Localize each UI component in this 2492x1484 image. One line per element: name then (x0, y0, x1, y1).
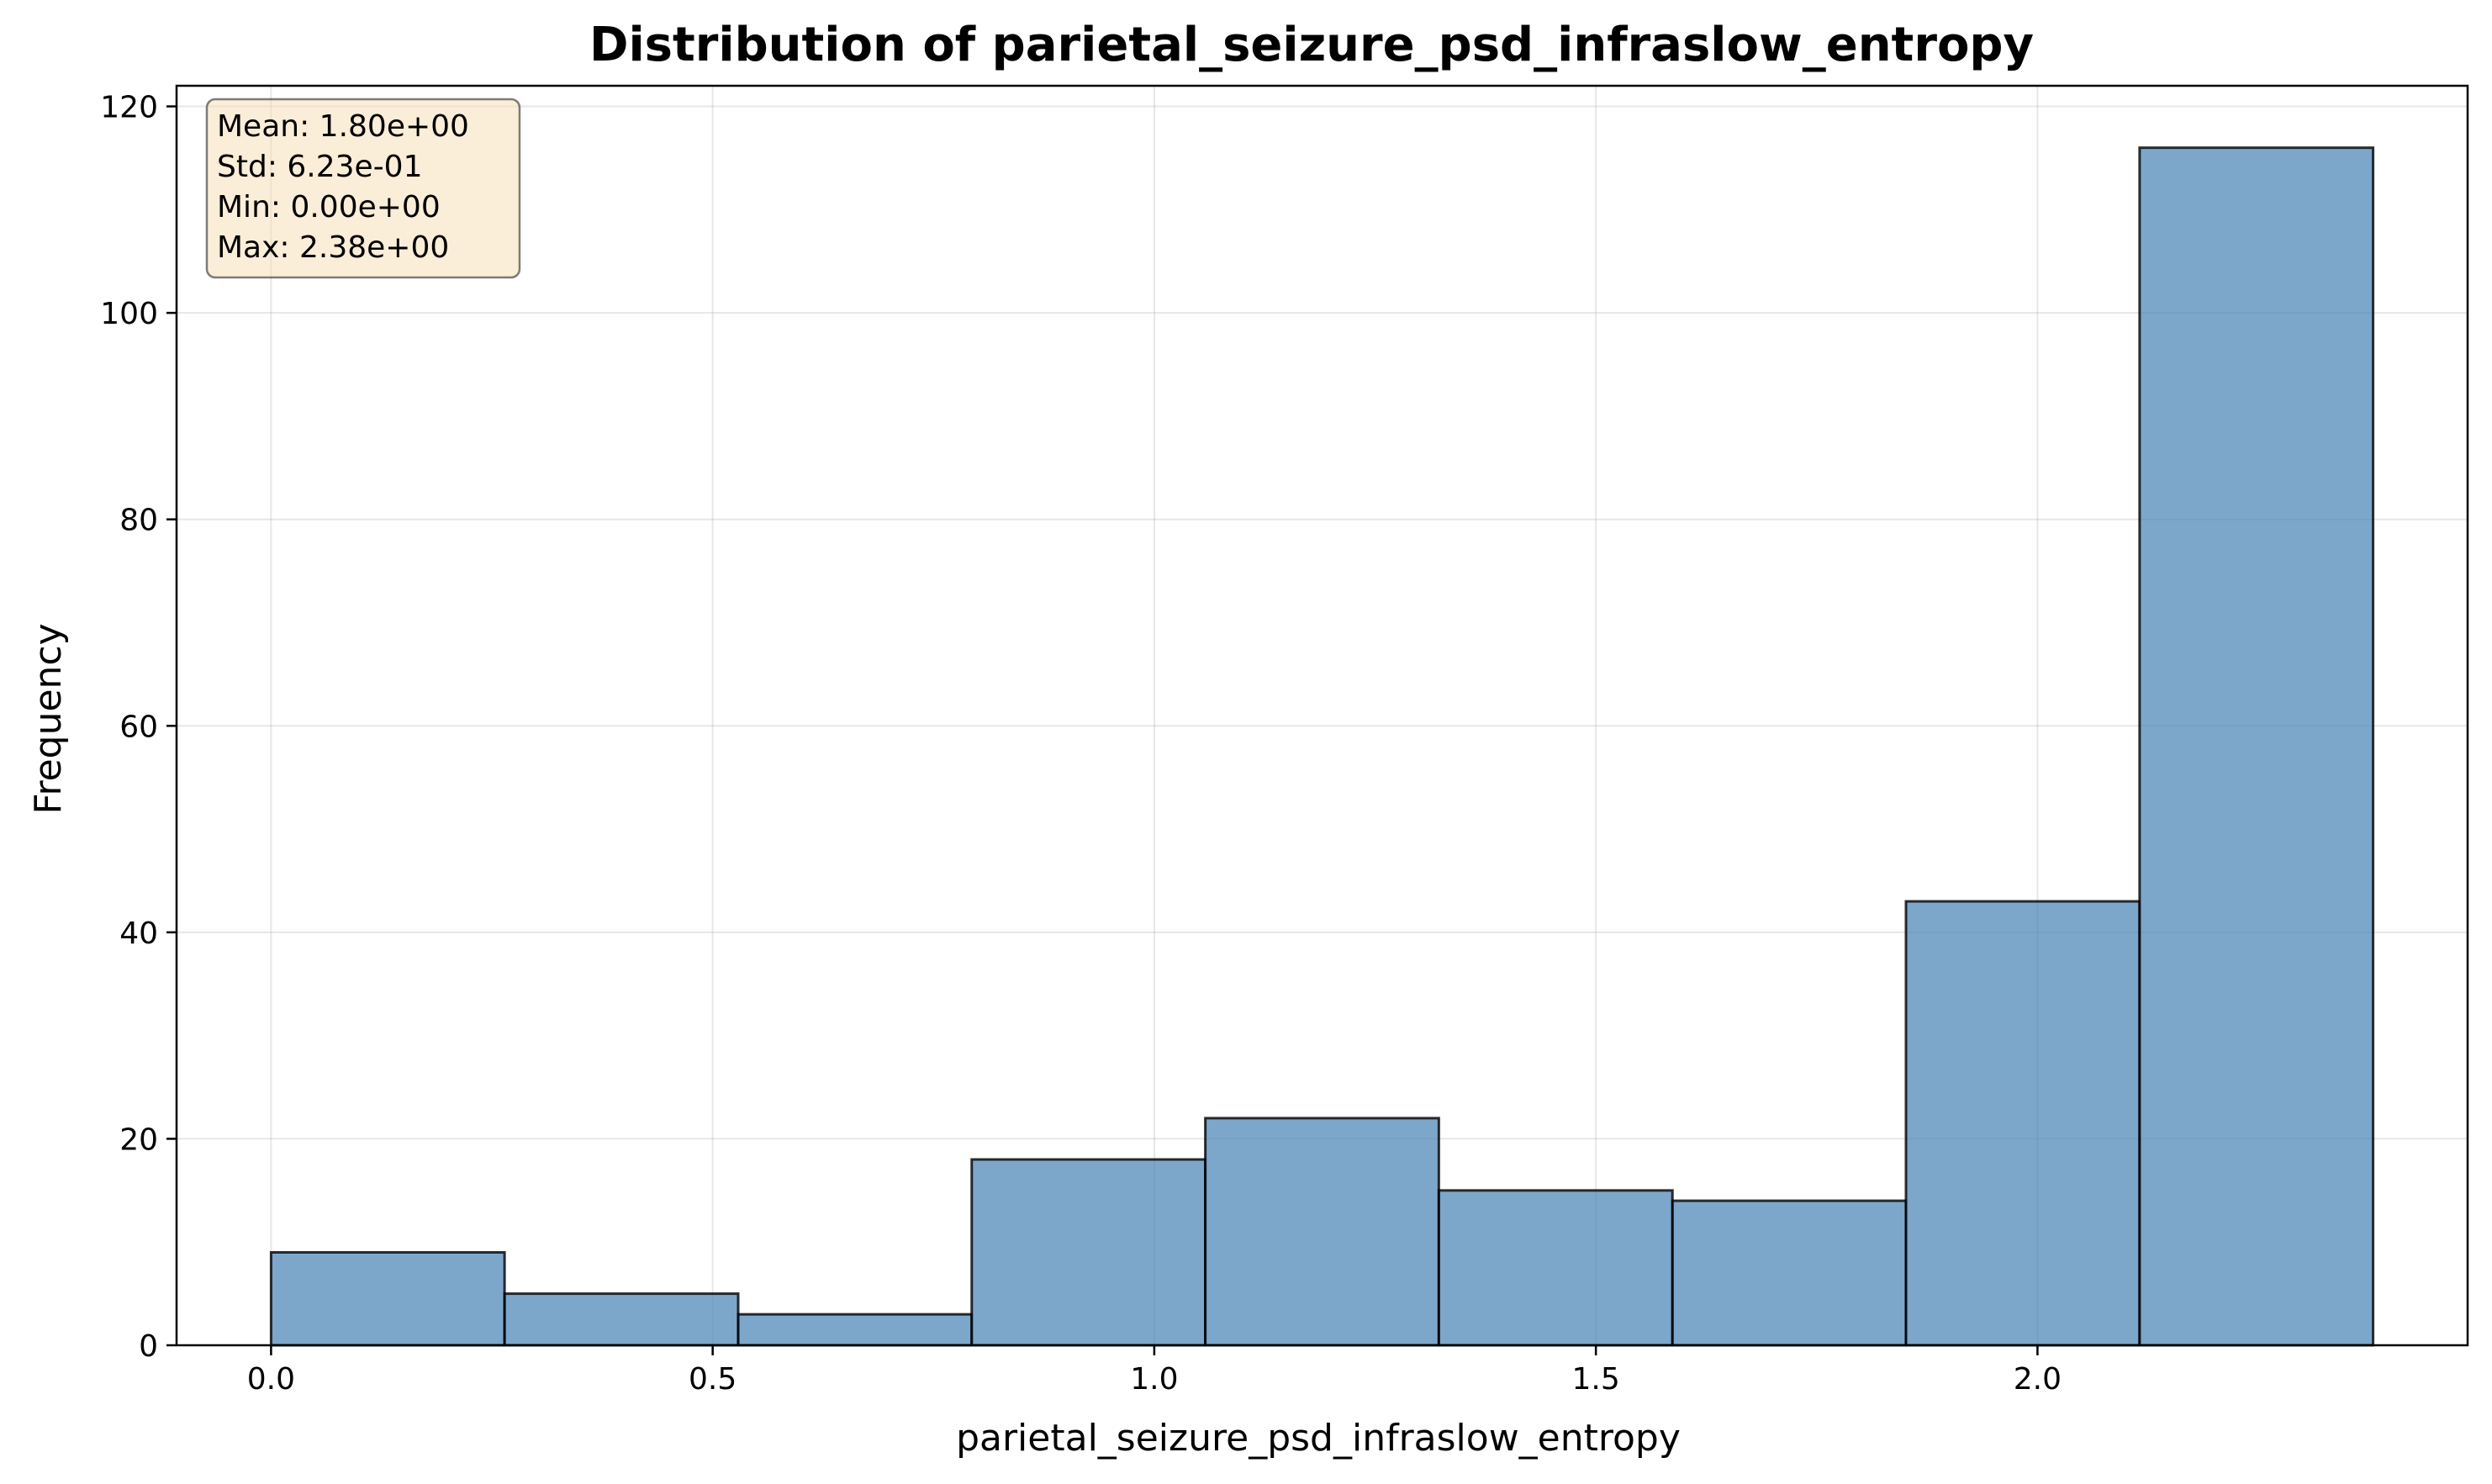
chart-title: Distribution of parietal_seizure_psd_inf… (589, 18, 2034, 72)
y-tick-label: 60 (119, 710, 158, 744)
y-tick-label: 80 (119, 504, 158, 538)
bars (269, 146, 2375, 1347)
y-axis-label: Frequency (27, 623, 70, 814)
x-axis-ticks: 0.0 0.5 1.0 1.5 2.0 (247, 1345, 2062, 1397)
y-tick-label: 120 (100, 91, 158, 125)
x-tick-label: 0.0 (247, 1362, 295, 1397)
stats-max: Max: 2.38e+00 (217, 230, 449, 265)
histogram-bar (2138, 146, 2375, 1347)
y-tick-label: 100 (100, 297, 158, 331)
x-tick-label: 1.5 (1572, 1362, 1620, 1397)
stats-box-background (205, 98, 521, 279)
histogram-bar (737, 1312, 974, 1347)
y-tick-label: 0 (139, 1329, 158, 1364)
stats-min: Min: 0.00e+00 (217, 190, 441, 224)
histogram-bar (1204, 1117, 1440, 1347)
stats-box: Mean: 1.80e+00 Std: 6.23e-01 Min: 0.00e+… (205, 98, 521, 279)
stats-std: Std: 6.23e-01 (217, 150, 423, 184)
histogram-bar (970, 1158, 1207, 1347)
histogram-bar (1904, 900, 2141, 1347)
x-axis-label: parietal_seizure_psd_infraslow_entropy (956, 1417, 1681, 1460)
x-tick-label: 2.0 (2014, 1362, 2062, 1397)
x-tick-label: 0.5 (689, 1362, 737, 1397)
histogram-bar (1671, 1199, 1908, 1347)
x-tick-label: 1.0 (1130, 1362, 1178, 1397)
y-tick-label: 20 (119, 1122, 158, 1157)
plot-frame (175, 84, 2469, 1347)
y-axis-ticks: 0 20 40 60 80 100 120 (100, 91, 177, 1364)
histogram-bar (269, 1250, 506, 1347)
histogram-bar (503, 1292, 740, 1347)
y-tick-label: 40 (119, 916, 158, 951)
stats-mean: Mean: 1.80e+00 (217, 109, 469, 144)
histogram-bar (1437, 1189, 1674, 1347)
